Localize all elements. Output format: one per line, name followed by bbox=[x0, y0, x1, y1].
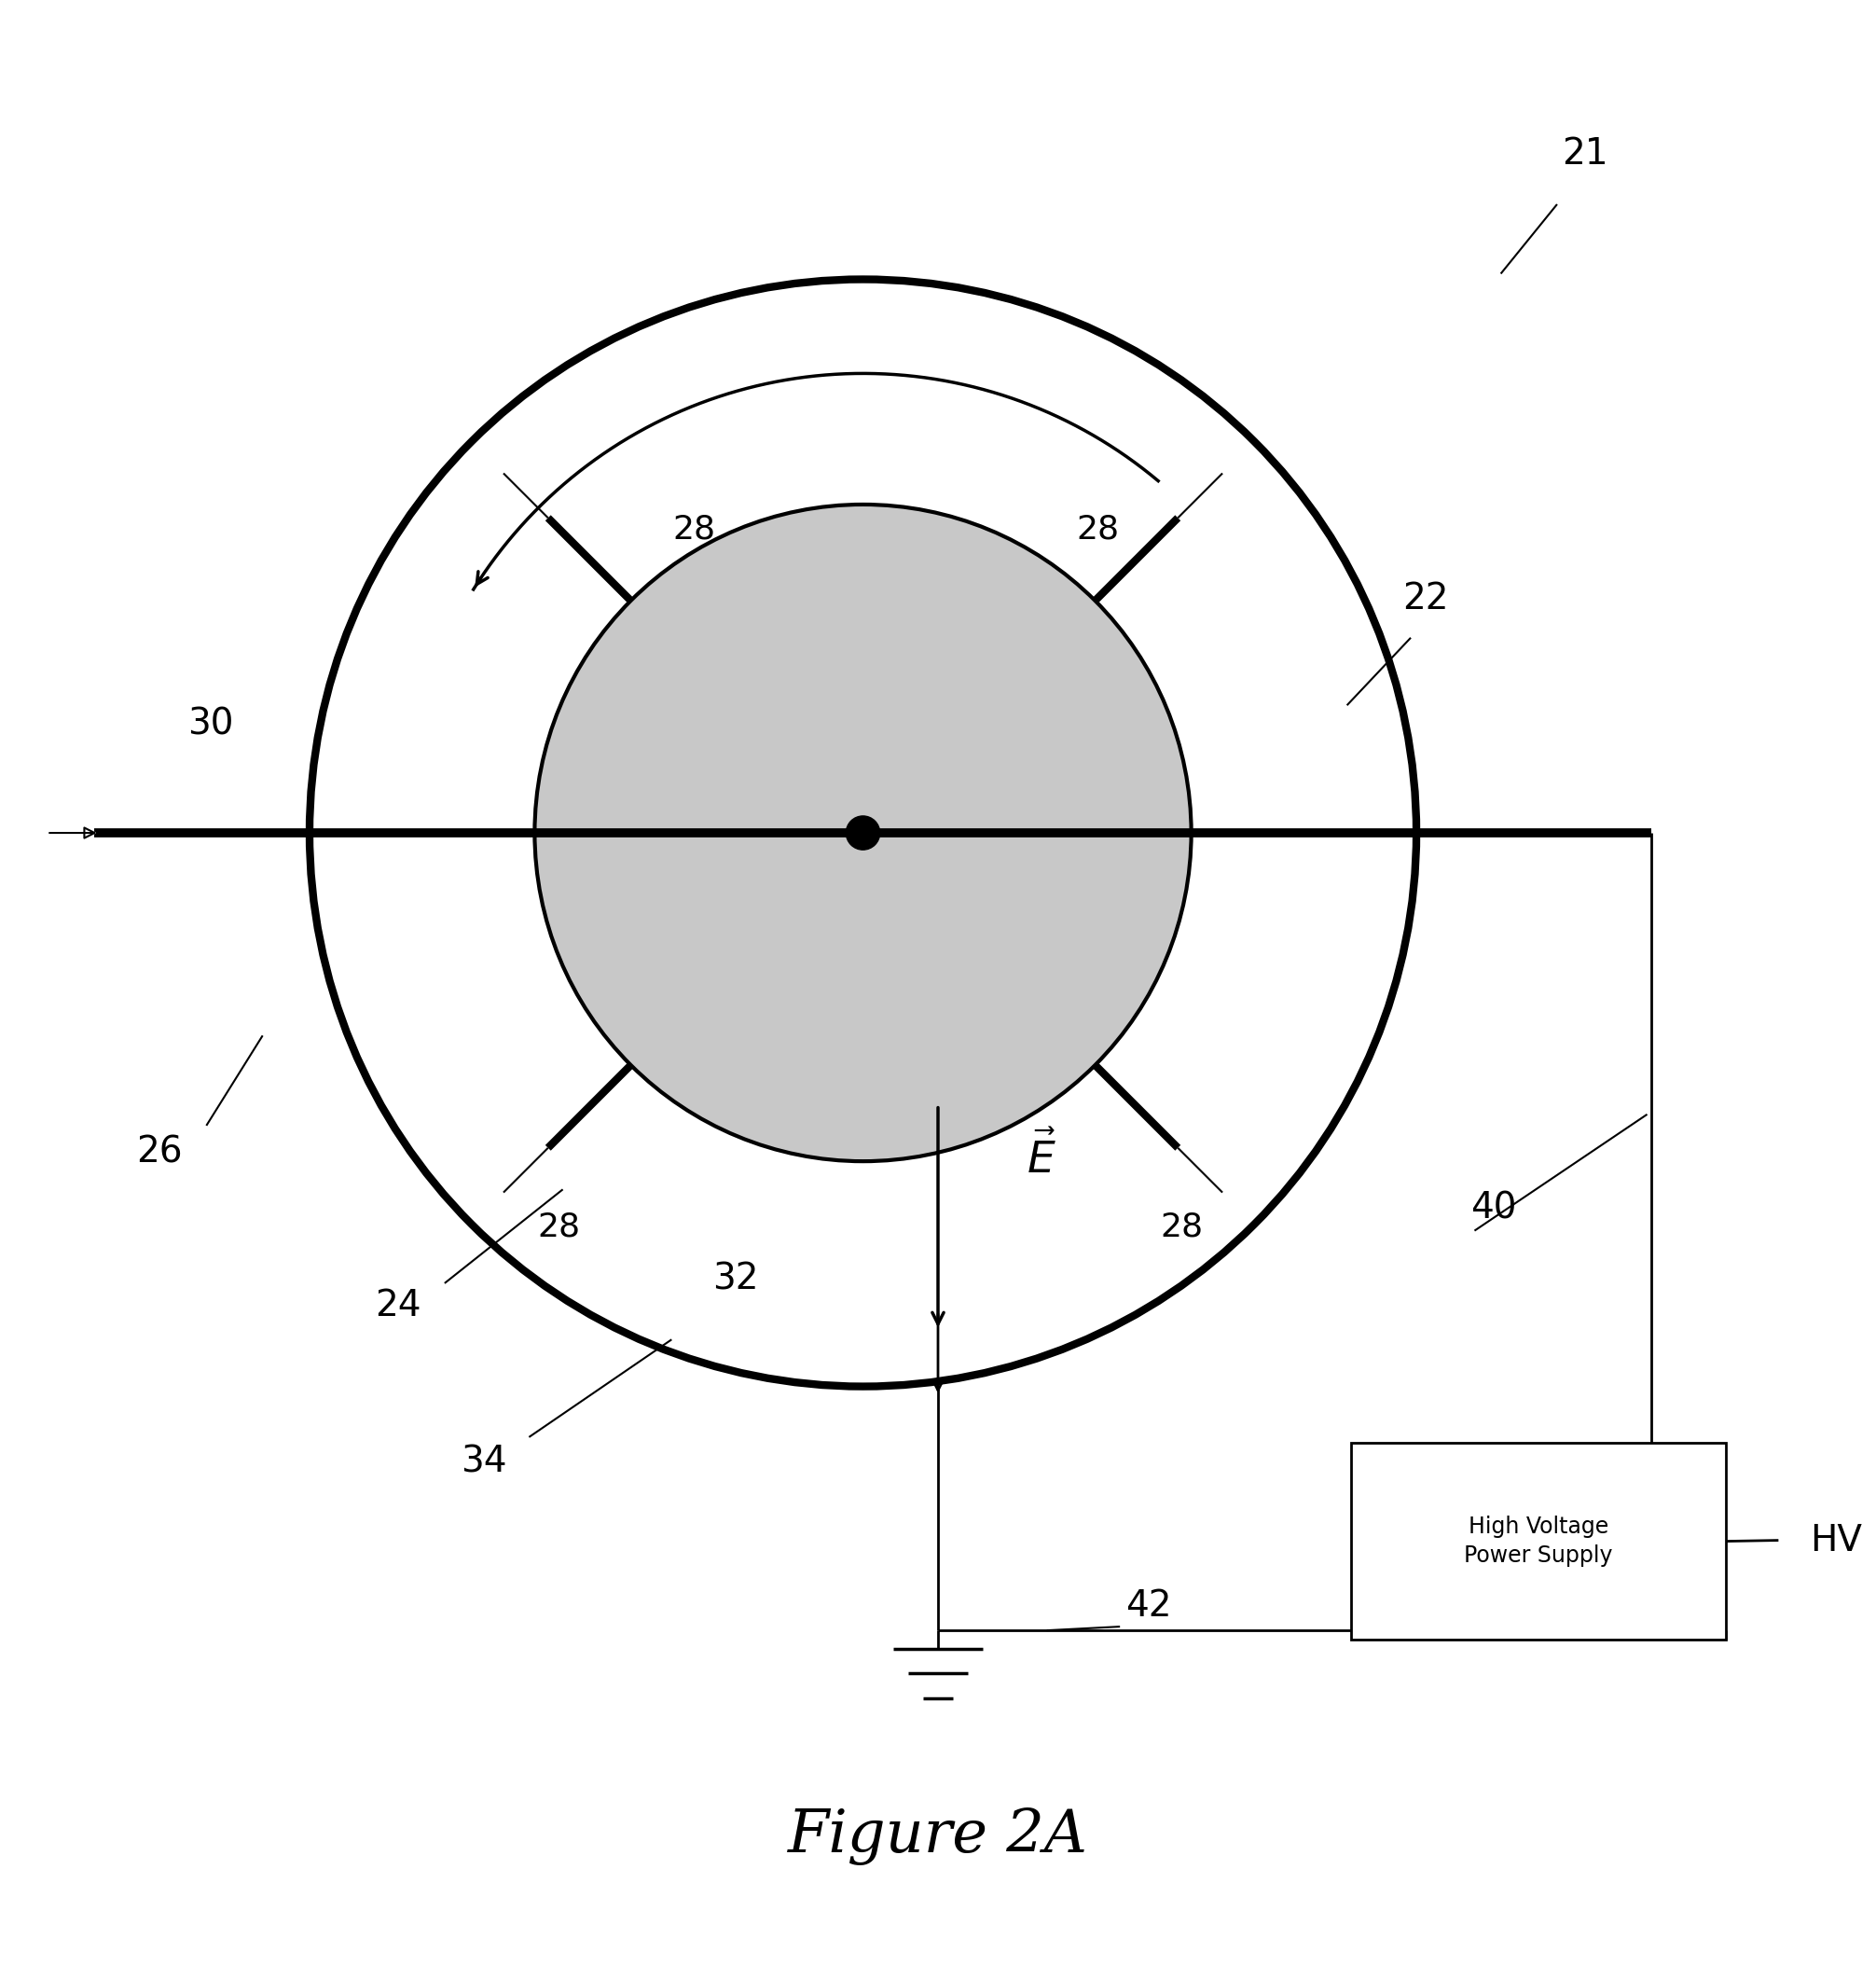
Text: 30: 30 bbox=[188, 706, 233, 741]
Text: 24: 24 bbox=[375, 1288, 420, 1323]
Text: 28: 28 bbox=[673, 513, 715, 545]
Text: 40: 40 bbox=[1471, 1191, 1516, 1227]
Bar bbox=[1351, 1443, 1726, 1640]
Text: 26: 26 bbox=[137, 1134, 182, 1170]
Text: HV: HV bbox=[1810, 1522, 1863, 1557]
Text: 28: 28 bbox=[538, 1211, 580, 1243]
Text: High Voltage
Power Supply: High Voltage Power Supply bbox=[1463, 1516, 1613, 1567]
Text: $\vec{E}$: $\vec{E}$ bbox=[1026, 1132, 1056, 1182]
Circle shape bbox=[846, 816, 880, 849]
Text: Figure 2A: Figure 2A bbox=[788, 1809, 1088, 1866]
Text: 22: 22 bbox=[1403, 580, 1448, 615]
Text: 28: 28 bbox=[1161, 1211, 1203, 1243]
Text: 42: 42 bbox=[1126, 1589, 1171, 1624]
Circle shape bbox=[535, 505, 1191, 1162]
Text: 28: 28 bbox=[1077, 513, 1118, 545]
Text: 34: 34 bbox=[461, 1443, 507, 1478]
Text: 32: 32 bbox=[713, 1262, 758, 1298]
Text: 21: 21 bbox=[1563, 136, 1608, 171]
